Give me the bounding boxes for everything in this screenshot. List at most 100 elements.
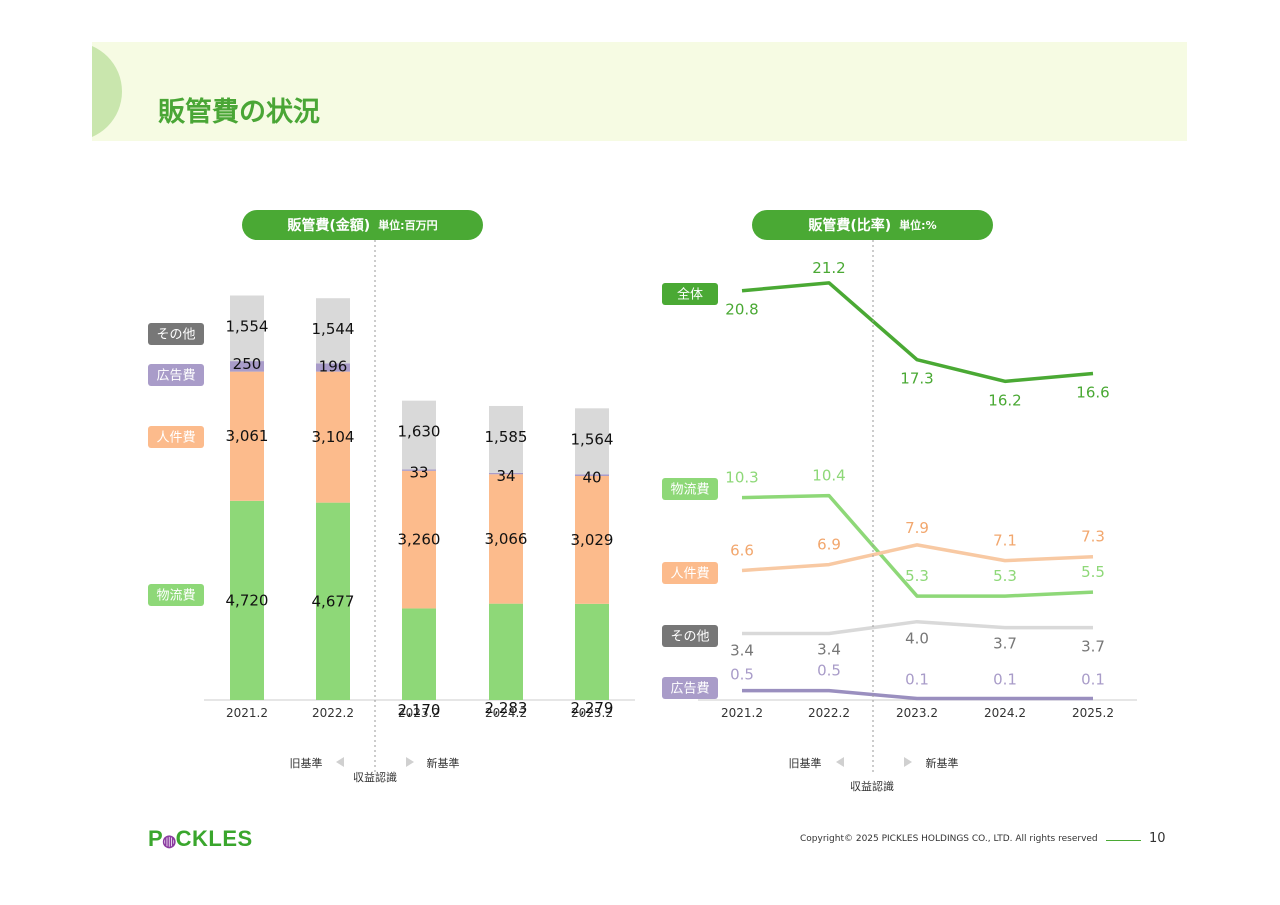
bar-その他-2023.2 — [402, 400, 436, 470]
line-legend-広告費-box — [662, 677, 718, 699]
line-legend-全体-box — [662, 283, 718, 305]
line-data-label: 0.1 — [905, 671, 929, 689]
bar-data-label: 3,061 — [226, 427, 269, 445]
bar-物流費-2024.2 — [489, 603, 523, 700]
line-data-label: 20.8 — [725, 301, 758, 319]
bar-data-label: 1,585 — [485, 428, 528, 446]
bar-人件費-2024.2 — [489, 474, 523, 604]
bar-その他-2022.2 — [316, 298, 350, 364]
line-series-広告費 — [742, 688, 1093, 701]
line-data-label: 16.2 — [988, 391, 1021, 409]
left-chart-header: 販管費(金額) 単位:百万円 — [242, 210, 483, 240]
right-chart-title: 販管費(比率) — [808, 218, 892, 234]
bar-x-tick: 2022.2 — [312, 706, 354, 720]
bar-x-tick: 2025.2 — [571, 706, 613, 720]
bar-その他-2021.2 — [230, 295, 264, 362]
line-data-label: 5.3 — [993, 567, 1017, 585]
line-legend-物流費-label: 物流費 — [670, 483, 709, 498]
bar-data-label: 3,260 — [398, 531, 441, 549]
line-revenue-recognition: 収益認識 — [850, 779, 894, 793]
bar-legend-物流費-label: 物流費 — [156, 589, 195, 604]
bar-その他-2025.2 — [575, 408, 609, 475]
line-data-label: 5.5 — [1081, 563, 1105, 581]
line-data-label: 5.3 — [905, 567, 929, 585]
line-x-tick: 2025.2 — [1072, 706, 1114, 720]
bar-legend-物流費: 物流費 — [148, 584, 204, 606]
line-data-label: 3.7 — [993, 635, 1017, 653]
copyright-rule — [1106, 840, 1141, 841]
line-data-label: 7.9 — [905, 519, 929, 537]
line-series-全体 — [741, 281, 1094, 384]
bar-legend-人件費-box — [148, 426, 204, 448]
line-data-label: 0.1 — [993, 671, 1017, 689]
bar-legend-人件費-label: 人件費 — [156, 431, 195, 446]
eggplant-icon: ◍ — [162, 833, 177, 850]
line-x-tick: 2021.2 — [721, 706, 763, 720]
line-series-その他 — [742, 619, 1093, 636]
bar-広告費-2025.2 — [575, 474, 609, 477]
bar-data-label: 2,283 — [485, 699, 528, 717]
bar-data-label: 3,066 — [485, 530, 528, 548]
line-data-label: 4.0 — [905, 630, 929, 648]
line-legend-広告費: 広告費 — [662, 677, 718, 699]
line-series-人件費 — [741, 543, 1094, 573]
bar-data-label: 2,170 — [398, 701, 441, 719]
bar-data-label: 4,720 — [226, 591, 269, 609]
bar-広告費-2021.2 — [230, 361, 264, 372]
bar-data-label: 196 — [319, 357, 348, 375]
bar-legend-広告費-box — [148, 364, 204, 386]
bar-x-tick: 2021.2 — [226, 706, 268, 720]
bar-arrow-right — [406, 757, 414, 767]
line-legend-広告費-label: 広告費 — [670, 682, 709, 697]
bar-広告費-2023.2 — [402, 469, 436, 471]
line-x-tick: 2023.2 — [896, 706, 938, 720]
bar-物流費-2022.2 — [316, 502, 350, 700]
title-band — [92, 42, 1187, 141]
bar-x-tick: 2024.2 — [485, 706, 527, 720]
line-old-basis: 旧基準 — [789, 756, 822, 770]
bar-広告費-2024.2 — [489, 472, 523, 475]
bar-legend-広告費: 広告費 — [148, 364, 204, 386]
bar-人件費-2021.2 — [230, 371, 264, 501]
bar-arrow-left — [336, 757, 344, 767]
copyright-text: Copyright© 2025 PICKLES HOLDINGS CO., LT… — [800, 834, 1098, 844]
bar-その他-2024.2 — [489, 405, 523, 473]
bar-old-basis: 旧基準 — [290, 756, 323, 770]
bar-legend-物流費-box — [148, 584, 204, 606]
right-chart-header: 販管費(比率) 単位:% — [752, 210, 993, 240]
bar-data-label: 1,630 — [398, 423, 441, 441]
line-data-label: 7.3 — [1081, 528, 1105, 546]
stacked-bar-chart: 2021.2 4,720 3,061 250 1,554 2022.2 4,677 3,104… — [148, 240, 635, 784]
bar-data-label: 3,104 — [312, 428, 355, 446]
left-chart-unit: 単位:百万円 — [378, 219, 438, 232]
line-arrow-right — [904, 757, 912, 767]
line-legend-その他-label: その他 — [670, 630, 709, 645]
bar-data-label: 1,544 — [312, 320, 355, 338]
bar-data-label: 2,279 — [571, 699, 614, 717]
page-title: 販管費の状況 — [158, 97, 320, 128]
line-legend-全体-label: 全体 — [677, 287, 703, 303]
line-legend-その他: その他 — [662, 625, 718, 647]
bar-物流費-2021.2 — [230, 500, 264, 700]
bar-revenue-recognition: 収益認識 — [353, 770, 397, 784]
line-legend-物流費-box — [662, 478, 718, 500]
line-data-label: 3.7 — [1081, 638, 1105, 656]
line-data-label: 16.6 — [1076, 383, 1109, 401]
line-data-label: 10.4 — [812, 467, 845, 485]
line-legend-人件費: 人件費 — [662, 562, 718, 584]
line-data-label: 6.9 — [817, 536, 841, 554]
line-legend-人件費-box — [662, 562, 718, 584]
bar-data-label: 3,029 — [571, 531, 614, 549]
line-arrow-left — [836, 757, 844, 767]
bar-data-label: 34 — [496, 467, 515, 485]
line-data-label: 17.3 — [900, 370, 933, 388]
bar-物流費-2023.2 — [402, 608, 436, 700]
bar-data-label: 33 — [409, 463, 428, 481]
bar-人件費-2025.2 — [575, 476, 609, 604]
line-new-basis: 新基準 — [926, 756, 959, 770]
line-legend-全体: 全体 — [662, 283, 718, 305]
bar-legend-その他-label: その他 — [156, 328, 195, 343]
bar-人件費-2023.2 — [402, 470, 436, 609]
line-data-label: 6.6 — [730, 541, 754, 559]
bar-legend-広告費-label: 広告費 — [156, 369, 195, 384]
